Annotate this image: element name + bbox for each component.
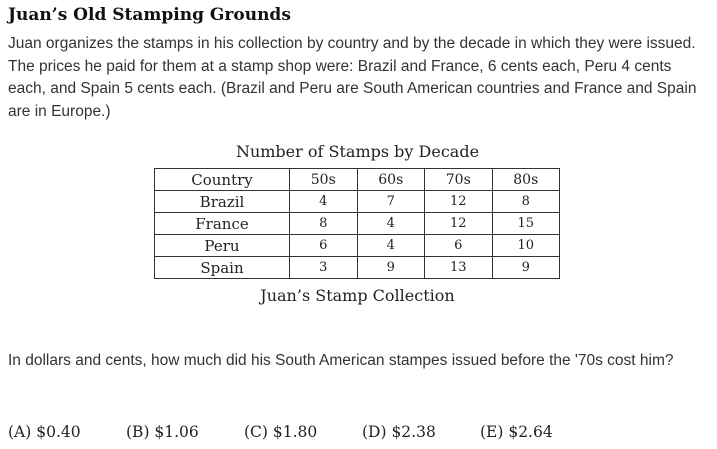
cell-value: 6 — [424, 234, 493, 257]
cell-value: 10 — [491, 234, 560, 257]
header-80s: 80s — [491, 168, 560, 191]
cell-value: 3 — [289, 256, 358, 279]
problem-title: Juan’s Old Stamping Grounds — [8, 5, 291, 25]
header-70s: 70s — [424, 168, 493, 191]
choice-d[interactable]: (D) $2.38 — [362, 423, 436, 441]
table-caption-bottom: Juan’s Stamp Collection — [260, 286, 455, 305]
cell-value: 4 — [356, 234, 425, 257]
choice-a[interactable]: (A) $0.40 — [8, 423, 81, 441]
cell-value: 12 — [424, 190, 493, 213]
choice-b[interactable]: (B) $1.06 — [126, 423, 199, 441]
cell-value: 12 — [424, 212, 493, 235]
cell-value: 8 — [289, 212, 358, 235]
cell-country: France — [154, 212, 290, 235]
cell-value: 4 — [356, 212, 425, 235]
cell-value: 8 — [491, 190, 560, 213]
header-50s: 50s — [289, 168, 358, 191]
header-60s: 60s — [356, 168, 425, 191]
choice-e[interactable]: (E) $2.64 — [480, 423, 553, 441]
cell-country: Spain — [154, 256, 290, 279]
problem-intro: Juan organizes the stamps in his collect… — [8, 35, 697, 120]
stamp-table: Country 50s 60s 70s 80s Brazil 4 7 12 8 … — [154, 168, 560, 279]
table-row: Brazil 4 7 12 8 — [154, 190, 560, 213]
table-row: Peru 6 4 6 10 — [154, 234, 560, 257]
cell-value: 9 — [491, 256, 560, 279]
cell-value: 4 — [289, 190, 358, 213]
cell-value: 7 — [356, 190, 425, 213]
cell-country: Brazil — [154, 190, 290, 213]
table-caption-top: Number of Stamps by Decade — [235, 142, 480, 161]
cell-value: 13 — [424, 256, 493, 279]
table-row: France 8 4 12 15 — [154, 212, 560, 235]
question-text: In dollars and cents, how much did his S… — [8, 352, 674, 369]
cell-value: 6 — [289, 234, 358, 257]
choice-c[interactable]: (C) $1.80 — [244, 423, 318, 441]
table-row: Spain 3 9 13 9 — [154, 256, 560, 279]
header-country: Country — [154, 168, 290, 191]
cell-value: 15 — [491, 212, 560, 235]
cell-value: 9 — [356, 256, 425, 279]
table-header-row: Country 50s 60s 70s 80s — [154, 168, 560, 191]
cell-country: Peru — [154, 234, 290, 257]
